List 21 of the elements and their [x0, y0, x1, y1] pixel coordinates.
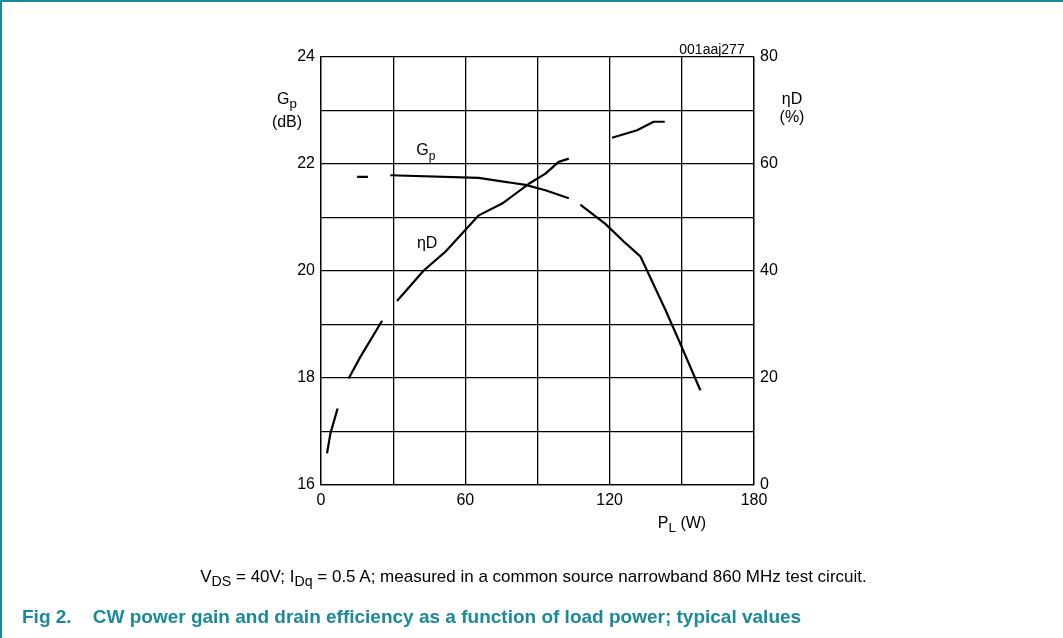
y2-tick-label: 80: [760, 47, 778, 65]
text: Fig 2. CW power gain and drain efficiency as a function of load power; typical values: [22, 606, 802, 628]
y2-axis-title: ηD (%): [778, 90, 806, 126]
x-tick-label: 60: [456, 491, 475, 509]
y-tick-label: 20: [297, 261, 316, 279]
y2-tick-label: 40: [760, 261, 778, 279]
y-tick-label: 18: [297, 368, 316, 386]
series-label: ηD: [416, 233, 438, 251]
text: V$_{DS}$ = 40V; I$_{Dq}$ = 0.5 A; measured in a common source narrowband 860 MHz test circuit.: [199, 567, 868, 591]
x-axis-title: P$_{L}$ (W): [656, 514, 708, 538]
y2-tick-label: 60: [760, 154, 778, 172]
y-tick-label: 24: [297, 47, 316, 65]
y-tick-label: 16: [297, 475, 316, 493]
x-tick-label: 120: [596, 491, 624, 509]
x-tick-label: 180: [740, 491, 768, 509]
annotation: 001aaj277: [679, 41, 745, 57]
x-tick-label: 0: [316, 491, 326, 509]
y-tick-label: 22: [297, 154, 316, 172]
y2-tick-label: 0: [760, 475, 769, 493]
y-axis-title: G$_{p}$ (dB): [270, 90, 304, 132]
y2-tick-label: 20: [760, 368, 778, 386]
